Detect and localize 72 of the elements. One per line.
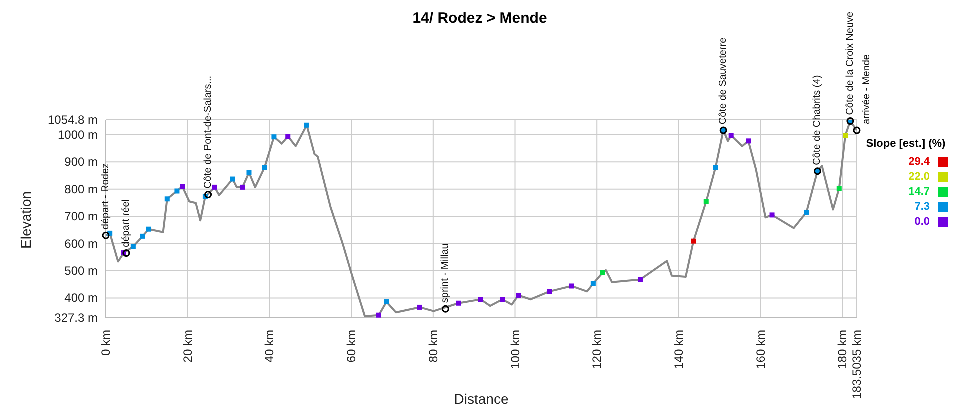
y-tick-label: 500 m: [64, 264, 98, 278]
point: [843, 133, 848, 138]
point: [146, 226, 152, 232]
point: [590, 281, 596, 286]
x-tick-label: 80 km: [426, 330, 440, 363]
point: [180, 184, 186, 190]
point: [262, 165, 268, 170]
point: [746, 138, 752, 144]
y-axis-title: Elevation: [18, 191, 34, 249]
legend-label: 0.0: [914, 216, 930, 228]
point: [272, 134, 277, 140]
x-tick-label: 160 km: [754, 330, 768, 370]
point: [713, 165, 718, 170]
annotation: arrivée - Mende: [861, 54, 872, 125]
point: [600, 270, 606, 276]
chart-title: 14/ Rodez > Mende: [412, 10, 548, 27]
legend-title: Slope [est.] (%): [865, 138, 947, 150]
annotation: Côte de Sauveterre: [718, 37, 730, 125]
point: [130, 244, 136, 250]
y-tick-label: 400 m: [64, 291, 98, 306]
point: [376, 312, 382, 318]
legend-label: 29.4: [908, 156, 930, 168]
y-tick-label: 600 m: [64, 236, 98, 251]
point: [770, 212, 775, 218]
point: [638, 277, 643, 282]
point: [240, 184, 246, 190]
point: [804, 210, 810, 215]
point: [456, 300, 462, 306]
legend-label: 14.7: [908, 186, 930, 198]
point: [728, 133, 734, 138]
point: [547, 289, 552, 294]
y-tick-label: 1054.8 m: [48, 113, 98, 127]
annotation: départ - Rodez: [100, 163, 112, 230]
y-tick-label: 900 m: [64, 155, 98, 170]
x-tick-label: 180 km: [836, 330, 850, 370]
legend-label: 7.3: [914, 200, 930, 212]
point: [230, 176, 236, 182]
point: [478, 297, 484, 302]
x-tick-label: 183.5035 km: [850, 330, 864, 400]
point: [304, 122, 310, 128]
x-tick-label: 100 km: [508, 330, 522, 370]
point: [286, 134, 291, 140]
point: [417, 304, 422, 310]
x-tick-label: 140 km: [672, 330, 686, 370]
y-tick-label: 327.3 m: [54, 311, 98, 325]
point: [246, 170, 252, 176]
annotation: Côte de Chabrits (4): [812, 75, 824, 166]
x-tick-label: 40 km: [262, 330, 277, 363]
point: [516, 292, 522, 298]
x-axis-title: Distance: [454, 391, 509, 407]
point: [140, 234, 146, 239]
x-tick-label: 0 km: [99, 330, 113, 356]
point: [212, 184, 218, 190]
point: [836, 186, 842, 192]
point: [500, 297, 506, 302]
legend-label: 22.0: [908, 170, 930, 182]
x-tick-label: 20 km: [180, 330, 195, 363]
point: [174, 188, 180, 194]
annotation: Côte de la Croix Neuve: [844, 11, 856, 116]
annotation: sprint - Millau: [440, 244, 452, 304]
x-tick-label: 60 km: [344, 330, 359, 363]
annotation: Côte de Pont-de-Salars...: [202, 76, 214, 189]
y-tick-label: 800 m: [64, 182, 98, 196]
x-tick-label: 120 km: [590, 330, 604, 370]
annotation: départ réel: [120, 199, 132, 248]
point: [164, 196, 170, 202]
point: [704, 199, 709, 204]
point: [569, 284, 574, 289]
y-tick-label: 700 m: [64, 210, 98, 224]
y-tick-label: 1000 m: [58, 128, 98, 142]
point: [384, 300, 390, 305]
point: [691, 238, 696, 244]
